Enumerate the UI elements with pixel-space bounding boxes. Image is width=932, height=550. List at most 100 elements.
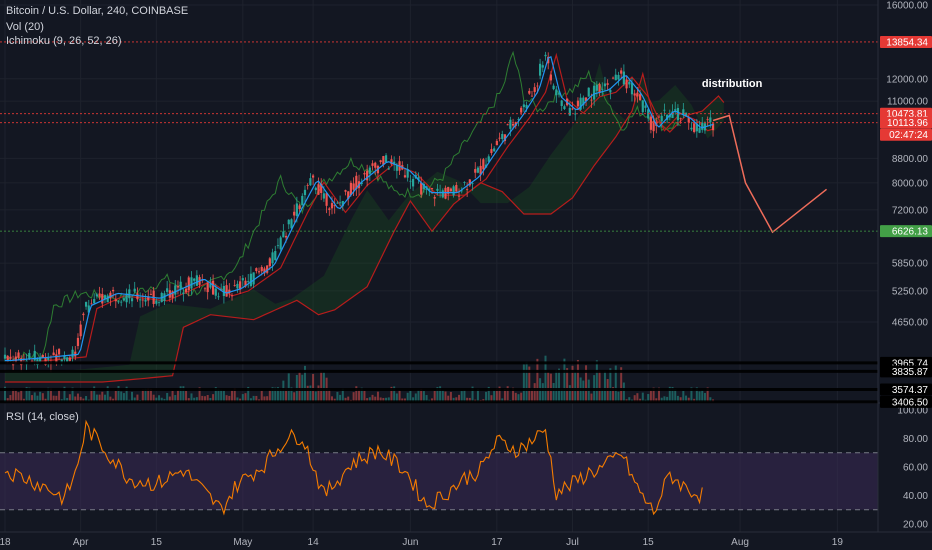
candle-body xyxy=(301,195,304,206)
candle-body xyxy=(506,124,509,126)
volume-bar xyxy=(458,394,461,402)
candle-body xyxy=(339,202,342,204)
candle-body xyxy=(390,159,393,165)
candle-body xyxy=(695,123,698,132)
candle-body xyxy=(711,123,715,131)
volume-bar xyxy=(90,388,93,402)
volume-bar xyxy=(603,371,606,402)
volume-bar xyxy=(563,358,566,402)
volume-bar xyxy=(601,389,604,402)
candle-body xyxy=(120,301,123,303)
volume-bar xyxy=(58,390,61,402)
price-tag xyxy=(880,225,932,238)
candle-body xyxy=(479,165,482,175)
volume-bar xyxy=(671,387,674,402)
volume-bar xyxy=(98,394,101,402)
candle-body xyxy=(349,182,353,196)
candle-body xyxy=(633,93,636,96)
volume-bar xyxy=(179,386,182,402)
volume-bar xyxy=(203,396,206,402)
candle-body xyxy=(276,245,280,247)
candle-body xyxy=(433,196,436,199)
candle-body xyxy=(374,162,377,168)
candle-body xyxy=(90,303,93,305)
volume-bar xyxy=(528,366,531,402)
volume-bar xyxy=(652,387,655,402)
x-tick-label: 17 xyxy=(491,537,503,548)
x-tick-label: 18 xyxy=(0,537,11,548)
volume-bar xyxy=(314,391,317,402)
candle-body xyxy=(452,186,455,196)
volume-legend[interactable]: Vol (20) xyxy=(6,21,44,33)
volume-bar xyxy=(668,386,671,402)
candle-body xyxy=(122,298,126,301)
volume-bar xyxy=(331,396,334,402)
volume-bar xyxy=(9,395,12,402)
volume-bar xyxy=(101,391,104,402)
volume-bar xyxy=(420,388,423,402)
rsi-tick-label: 40.00 xyxy=(903,491,928,502)
price-tag xyxy=(880,395,932,408)
volume-bar xyxy=(185,390,188,402)
volume-bar xyxy=(676,395,679,402)
price-tag xyxy=(880,383,932,396)
candle-body xyxy=(298,205,301,209)
volume-bar xyxy=(552,383,555,402)
candle-body xyxy=(533,87,536,92)
volume-bar xyxy=(512,387,515,402)
candle-body xyxy=(466,189,469,190)
candle-body xyxy=(541,65,544,68)
ichimoku-legend[interactable]: Ichimoku (9, 26, 52, 26) xyxy=(6,35,122,47)
volume-bar xyxy=(571,365,574,402)
candle-body xyxy=(549,74,553,81)
candle-body xyxy=(474,169,477,173)
candle-body xyxy=(322,193,325,199)
volume-bar xyxy=(585,365,588,402)
volume-bar xyxy=(133,397,136,402)
candle-body xyxy=(352,183,355,190)
volume-bar xyxy=(174,395,177,402)
candle-body xyxy=(455,185,458,192)
price-tag xyxy=(880,128,932,141)
candle-body xyxy=(52,352,55,356)
candle-body xyxy=(471,183,474,185)
candle-body xyxy=(39,357,42,362)
candle-body xyxy=(422,183,425,190)
y-tick-label: 4650.00 xyxy=(892,318,929,329)
candle-body xyxy=(314,187,317,191)
candle-body xyxy=(214,288,217,296)
volume-bar xyxy=(666,396,669,402)
volume-bar xyxy=(263,396,266,402)
candle-body xyxy=(93,299,96,304)
volume-bar xyxy=(290,387,293,402)
volume-bar xyxy=(171,390,174,402)
rsi-tick-label: 20.00 xyxy=(903,520,928,531)
volume-bar xyxy=(214,387,217,402)
volume-bar xyxy=(506,386,509,402)
volume-bar xyxy=(131,391,134,402)
volume-bar xyxy=(190,393,193,402)
candle-body xyxy=(482,159,485,170)
rsi-legend[interactable]: RSI (14, close) xyxy=(6,411,79,423)
senkou-b-line xyxy=(5,71,725,383)
candle-body xyxy=(128,289,131,299)
x-tick-label: 14 xyxy=(308,537,320,548)
candle-body xyxy=(184,288,188,292)
candle-body xyxy=(617,74,620,80)
candle-body xyxy=(295,203,298,217)
candle-body xyxy=(449,188,453,192)
volume-bar xyxy=(690,387,693,402)
volume-bar xyxy=(52,395,55,402)
candle-body xyxy=(444,187,447,199)
candle-body xyxy=(382,156,385,165)
volume-bar xyxy=(363,390,366,402)
volume-bar xyxy=(355,386,358,402)
price-tag-label: 3835.87 xyxy=(892,367,929,378)
symbol-legend[interactable]: Bitcoin / U.S. Dollar, 240, COINBASE xyxy=(6,5,189,17)
candle-body xyxy=(225,285,228,297)
candle-body xyxy=(625,79,628,89)
candle-body xyxy=(584,97,588,102)
rsi-band xyxy=(0,452,878,510)
candle-body xyxy=(28,353,31,360)
